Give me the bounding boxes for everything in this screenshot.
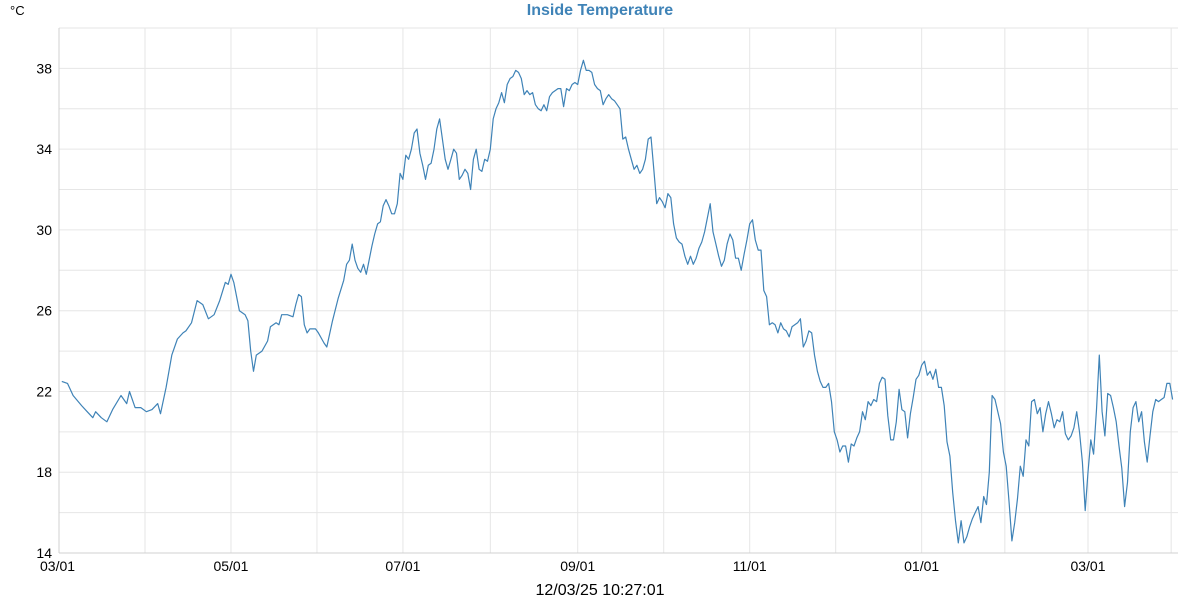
x-tick-label: 11/01 bbox=[733, 558, 767, 574]
timestamp-footer: 12/03/25 10:27:01 bbox=[535, 582, 665, 599]
x-tick-labels: 03/01 05/01 07/01 09/01 11/01 01/01 03/01 bbox=[40, 558, 1106, 574]
series-line-inside-temperature bbox=[61, 59, 1174, 544]
y-tick-label: 30 bbox=[36, 222, 52, 238]
chart-title: Inside Temperature bbox=[526, 2, 674, 19]
axes bbox=[58, 28, 1178, 554]
y-tick-label: 22 bbox=[36, 383, 52, 399]
y-tick-label: 38 bbox=[36, 60, 52, 76]
y-tick-label: 26 bbox=[36, 303, 52, 319]
x-tick-label: 07/01 bbox=[385, 558, 420, 574]
y-axis-unit-label: °C bbox=[10, 3, 25, 18]
y-tick-label: 34 bbox=[36, 141, 52, 157]
x-tick-label: 03/01 bbox=[40, 558, 75, 574]
y-tick-label: 18 bbox=[36, 464, 52, 480]
x-tick-label: 05/01 bbox=[213, 558, 248, 574]
y-tick-label: 14 bbox=[36, 545, 52, 561]
x-tick-label: 03/01 bbox=[1070, 558, 1105, 574]
x-tick-label: 09/01 bbox=[560, 558, 595, 574]
x-tick-label: 01/01 bbox=[904, 558, 939, 574]
y-tick-labels: 14 18 22 26 30 34 38 bbox=[36, 60, 52, 561]
